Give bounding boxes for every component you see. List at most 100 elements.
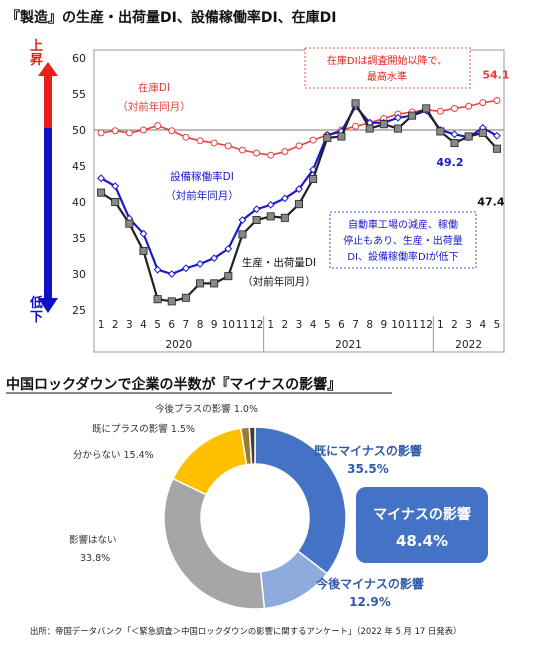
x-tick-label: 6 xyxy=(338,319,345,331)
x-tick-label: 10 xyxy=(391,319,404,331)
y-tick-label: 35 xyxy=(72,232,86,245)
x-tick-label: 5 xyxy=(494,319,501,331)
point-production xyxy=(153,295,162,304)
series-label-inventory-sub: （対前年同月） xyxy=(117,100,191,113)
summary-box-value: 48.4% xyxy=(396,532,448,550)
x-tick-label: 3 xyxy=(126,319,133,331)
donut-slice xyxy=(163,477,266,610)
x-tick-label: 7 xyxy=(352,319,359,331)
x-tick-label: 8 xyxy=(197,319,204,331)
slice-label: 今後プラスの影響 1.0% xyxy=(155,403,258,415)
annotation-production-line2: 停止もあり、生産・出荷量 xyxy=(343,234,463,247)
annotation-production-line3: DI、設備稼働率DIが低下 xyxy=(347,250,458,263)
point-capacity xyxy=(167,270,176,278)
point-capacity xyxy=(224,244,233,253)
series-label-production-sub: （対前年同月） xyxy=(242,275,316,288)
slice-label: 既にマイナスの影響 xyxy=(314,443,422,458)
point-capacity xyxy=(210,254,219,263)
x-tick-label: 2 xyxy=(451,319,458,331)
point-inventory xyxy=(111,127,119,135)
point-capacity xyxy=(97,174,105,183)
slice-label: 33.8% xyxy=(80,553,110,564)
side-label-down-char: 低 xyxy=(29,295,43,311)
point-inventory xyxy=(210,139,218,147)
point-production xyxy=(393,124,402,133)
x-tick-label: 1 xyxy=(98,319,105,331)
point-production xyxy=(379,120,388,129)
side-label-up-char: 昇 xyxy=(30,53,43,68)
arrow-down-head xyxy=(38,298,58,313)
donut-slice xyxy=(248,426,256,465)
series-label-production: 生産・出荷量DI xyxy=(242,256,316,269)
arrow-up-shaft xyxy=(44,75,52,128)
point-production xyxy=(294,200,303,209)
point-production xyxy=(280,213,289,222)
end-value-production: 47.4 xyxy=(477,196,504,209)
x-tick-label: 2 xyxy=(112,319,119,331)
point-inventory xyxy=(281,148,289,156)
point-capacity xyxy=(295,185,303,193)
point-capacity xyxy=(266,200,275,209)
point-production xyxy=(238,230,247,239)
x-tick-label: 7 xyxy=(183,319,190,331)
point-inventory xyxy=(436,107,444,115)
point-production xyxy=(478,128,487,137)
point-capacity xyxy=(252,205,261,214)
point-inventory xyxy=(168,127,176,135)
point-production xyxy=(492,144,501,153)
x-tick-label: 11 xyxy=(405,319,418,331)
top-chart-title: 『製造』の生産・出荷量DI、設備稼働率DI、在庫DI xyxy=(6,9,337,26)
summary-box-background xyxy=(356,487,488,563)
point-inventory xyxy=(97,129,105,137)
x-tick-label: 3 xyxy=(465,319,472,331)
x-tick-label: 6 xyxy=(168,319,175,331)
point-inventory xyxy=(253,149,261,157)
point-inventory xyxy=(154,122,162,130)
point-inventory xyxy=(182,133,190,141)
x-tick-label: 4 xyxy=(140,319,147,331)
side-label-down-char: 下 xyxy=(30,310,43,325)
y-tick-label: 50 xyxy=(72,124,86,137)
x-tick-label: 12 xyxy=(250,319,263,331)
point-production xyxy=(224,272,233,281)
point-production xyxy=(309,174,318,183)
series-label-capacity-sub: （対前年同月） xyxy=(165,189,239,202)
point-production xyxy=(436,127,445,136)
y-tick-label: 25 xyxy=(72,304,86,317)
point-inventory xyxy=(267,151,275,159)
y-tick-label: 55 xyxy=(72,88,86,101)
donut-slice xyxy=(254,426,347,575)
point-inventory xyxy=(465,102,473,110)
x-year-label: 2021 xyxy=(335,339,362,351)
point-capacity xyxy=(450,130,459,139)
point-production xyxy=(450,138,459,147)
x-tick-label: 8 xyxy=(366,319,373,331)
donut-chart: 既にマイナスの影響 35.5% 今後マイナスの影響 12.9% 影響はない 33.8% 分か… xyxy=(69,403,424,610)
end-value-inventory: 54.1 xyxy=(482,68,509,81)
x-tick-label: 11 xyxy=(236,319,249,331)
slice-label: 影響はない xyxy=(69,534,117,546)
point-production xyxy=(196,279,205,288)
point-inventory xyxy=(295,142,303,150)
point-production xyxy=(125,219,134,228)
y-tick-label: 30 xyxy=(72,268,86,281)
point-production xyxy=(139,246,148,255)
point-production xyxy=(266,212,275,221)
annotation-inventory-line1: 在庫DIは調査開始以降で、 xyxy=(327,54,447,67)
side-label-down: 低下 xyxy=(29,295,43,325)
y-tick-label: 40 xyxy=(72,196,86,209)
x-tick-label: 2 xyxy=(282,319,289,331)
point-inventory xyxy=(451,104,459,112)
point-production xyxy=(422,104,431,113)
x-tick-label: 5 xyxy=(154,319,161,331)
summary-box: マイナスの影響 48.4% xyxy=(356,487,488,563)
arrow-down-shaft xyxy=(44,128,52,300)
point-capacity xyxy=(280,194,289,203)
slice-label: 分からない 15.4% xyxy=(73,450,154,461)
point-inventory xyxy=(352,122,360,130)
x-tick-label: 1 xyxy=(437,319,444,331)
x-tick-label: 10 xyxy=(222,319,235,331)
side-label-up: 上昇 xyxy=(30,39,43,68)
annotation-inventory-high: 在庫DIは調査開始以降で、 最高水準 xyxy=(304,47,471,89)
arrow-up-head xyxy=(38,62,58,76)
